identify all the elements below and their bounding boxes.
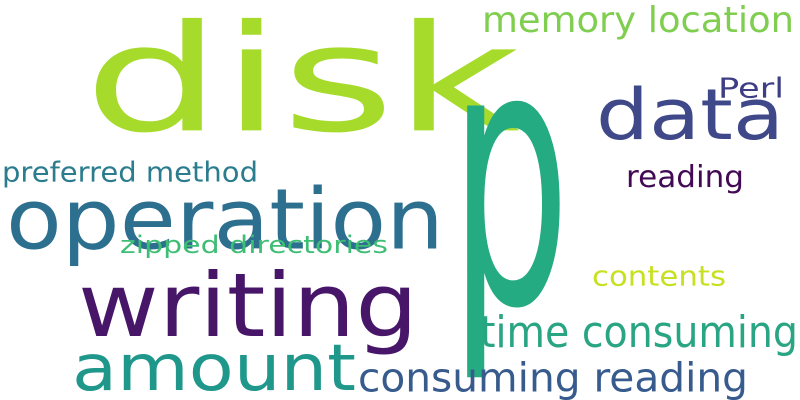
word-consuming-reading: consuming reading (358, 354, 748, 400)
word-reading: reading (626, 159, 744, 195)
word-writing: writing (78, 254, 418, 358)
word-memory-location: memory location (482, 0, 794, 41)
word-data: data (596, 73, 784, 156)
word-perl: Perl (718, 71, 784, 105)
word-contents: contents (592, 259, 726, 293)
word-time-consuming: time consuming (480, 306, 798, 358)
word-preferred-method: preferred method (2, 155, 258, 189)
word-zipped-directories: zipped directories (120, 230, 388, 259)
word-operation: operation (6, 170, 444, 269)
word-p: p (450, 0, 570, 389)
word-amount: amount (72, 330, 356, 400)
word-disk: disk (84, 0, 520, 166)
